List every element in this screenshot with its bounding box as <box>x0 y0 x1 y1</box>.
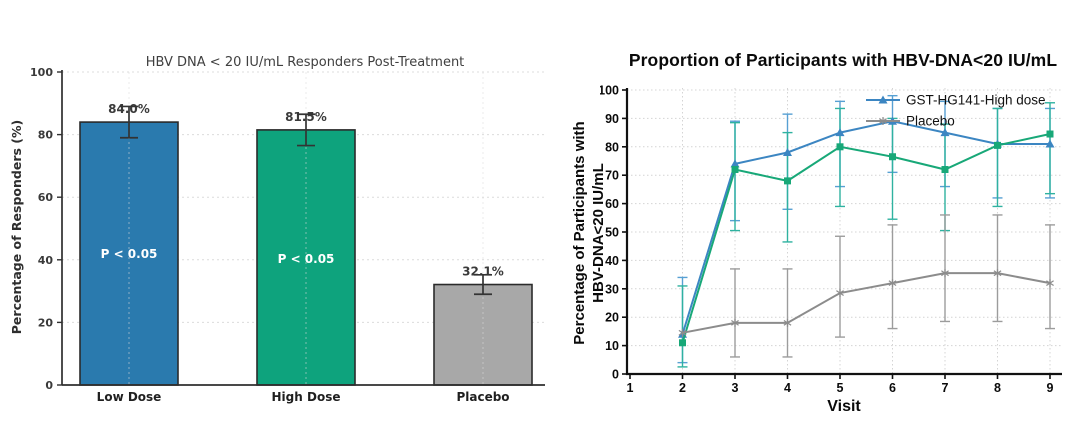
bar-y-tick-label: 0 <box>45 379 53 392</box>
star-marker-icon <box>941 269 949 278</box>
square-marker-icon <box>731 166 739 174</box>
square-marker-icon <box>994 141 1001 149</box>
square-marker-icon <box>1046 130 1054 138</box>
triangle-marker-icon <box>835 128 845 137</box>
bar-chart-title: HBV DNA < 20 IU/mL Responders Post-Treat… <box>145 55 465 70</box>
square-marker-icon <box>784 177 791 185</box>
line-y-tick-label: 100 <box>600 84 619 98</box>
star-marker-icon <box>783 318 792 327</box>
line-x-tick-label: 3 <box>732 381 739 395</box>
star-marker-icon <box>731 318 739 327</box>
line-x-tick-label: 1 <box>627 381 634 395</box>
bar-value-label: 32.1% <box>462 265 504 279</box>
bar-axis-ticks: 0 20 40 60 80 100 Low Dose High Dose Placebo <box>30 66 510 404</box>
legend-star-marker-icon <box>879 117 887 125</box>
line-y-tick-label: 30 <box>605 282 619 296</box>
line-y-tick-label: 20 <box>605 311 619 325</box>
error-bars-placebo <box>730 214 1055 358</box>
legend-label: GST-HG141-High dose <box>906 93 1046 108</box>
line-chart-title: Proportion of Participants with HBV-DNA<… <box>628 50 1058 70</box>
line-x-tick-label: 8 <box>994 381 1001 395</box>
p-value-annotation: P < 0.05 <box>278 252 335 266</box>
bar-placebo <box>433 283 533 386</box>
legend-label: Placebo <box>906 114 955 129</box>
bar-x-tick-label: High Dose <box>272 390 341 404</box>
bar-error-bars <box>120 105 492 296</box>
square-marker-icon <box>941 166 949 174</box>
line-chart-x-axis-label: Visit <box>827 398 861 415</box>
line-x-tick-label: 6 <box>889 381 896 395</box>
star-marker-icon <box>993 269 1002 278</box>
square-marker-icon <box>889 153 896 161</box>
line-y-tick-label: 90 <box>605 112 619 126</box>
line-x-tick-label: 2 <box>679 381 686 395</box>
legend-triangle-marker-icon <box>878 95 888 104</box>
line-chart-y-axis-label-line1: Percentage of Participants with <box>571 121 588 345</box>
line-y-tick-label: 70 <box>605 169 619 183</box>
line-y-tick-label: 40 <box>605 254 619 268</box>
bar-x-tick-label: Placebo <box>456 390 509 404</box>
star-marker-icon <box>888 279 897 288</box>
bar-y-tick-label: 60 <box>38 191 54 204</box>
series-line-gst-hg141-high-dose <box>681 120 1050 335</box>
triangle-marker-icon <box>1045 139 1055 148</box>
star-marker-icon <box>1046 279 1054 288</box>
star-marker-icon <box>836 289 844 298</box>
triangle-marker-icon <box>783 147 792 156</box>
bar-vertical-gridlines <box>128 72 484 385</box>
bar-annotations: P < 0.05 P < 0.05 <box>101 247 335 266</box>
legend: GST-HG141-High dose Placebo <box>866 93 1046 129</box>
square-marker-icon <box>679 339 686 347</box>
series-markers-placebo <box>678 269 1054 337</box>
line-y-tick-label: 10 <box>605 339 619 353</box>
series-markers-green-series <box>679 130 1054 347</box>
line-y-tick-label: 50 <box>605 226 619 240</box>
p-value-annotation: P < 0.05 <box>101 247 158 261</box>
line-y-tick-label: 80 <box>605 140 619 154</box>
line-y-tick-label: 60 <box>605 197 619 211</box>
triangle-marker-icon <box>940 128 950 137</box>
line-y-tick-label: 0 <box>612 368 619 382</box>
bar-y-tick-label: 100 <box>30 66 53 79</box>
bar-y-tick-label: 40 <box>38 254 54 267</box>
series-line-placebo <box>682 272 1051 334</box>
line-chart-plot: 1 2 3 4 5 6 7 8 90102030405060708090100GST-HG141… <box>600 84 1062 396</box>
error-bars-green-series <box>677 102 1055 368</box>
bar-y-tick-label: 80 <box>38 129 54 142</box>
line-x-tick-label: 9 <box>1047 381 1054 395</box>
square-marker-icon <box>836 143 844 151</box>
bar-chart-plot: 84.0%81.5%32.1%P < 0.05 P < 0.05020406080… <box>30 66 545 404</box>
bar-y-tick-label: 20 <box>38 316 54 329</box>
bar-x-tick-label: Low Dose <box>97 390 162 404</box>
line-x-tick-label: 7 <box>942 381 949 395</box>
line-x-tick-label: 5 <box>837 381 844 395</box>
bar-axes <box>61 70 545 386</box>
triangle-marker-icon <box>730 159 740 168</box>
line-x-tick-label: 4 <box>784 381 791 395</box>
series-line-green-series <box>681 133 1051 344</box>
star-marker-icon <box>678 328 687 337</box>
